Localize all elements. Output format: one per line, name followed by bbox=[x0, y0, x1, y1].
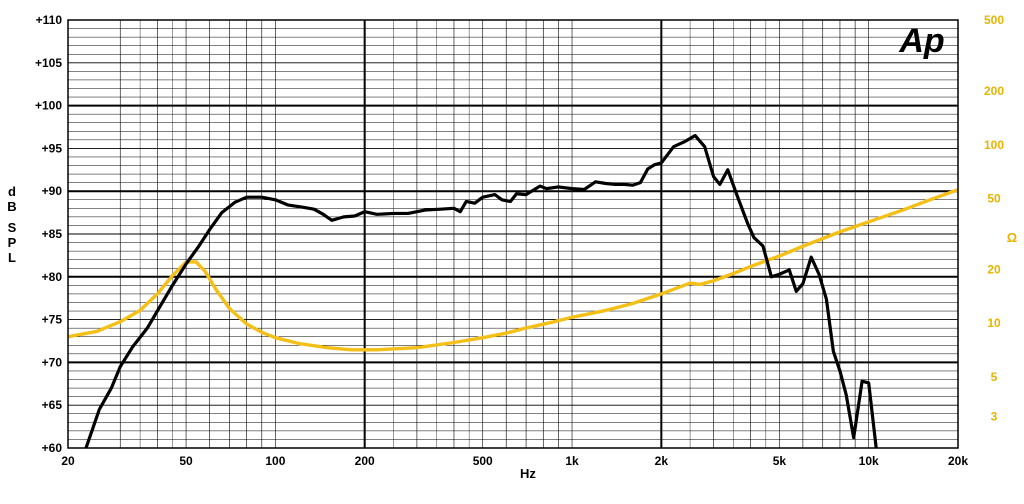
ap-logo: Ap bbox=[898, 22, 944, 60]
x-tick-label: 500 bbox=[473, 454, 493, 468]
y-left-tick-label: +80 bbox=[42, 270, 63, 284]
series-layer bbox=[68, 133, 958, 448]
y-right-tick-label: 10 bbox=[987, 316, 1001, 330]
y-right-tick-label: 5 bbox=[991, 370, 998, 384]
spl-response-line bbox=[84, 133, 878, 448]
y-left-axis-label-char: B bbox=[7, 199, 16, 214]
y-left-tick-label: +75 bbox=[42, 313, 63, 327]
x-tick-label: 10k bbox=[859, 454, 879, 468]
y-right-tick-label: 500 bbox=[984, 13, 1004, 27]
y-right-tick-label: 200 bbox=[984, 84, 1004, 98]
y-left-tick-label: +70 bbox=[42, 355, 63, 369]
y-left-axis-label-char: S bbox=[8, 220, 17, 235]
y-left-tick-label: +65 bbox=[42, 398, 63, 412]
y-right-tick-labels: 3 5 10 20 50 100 200 500 bbox=[984, 13, 1004, 424]
grid-major bbox=[68, 20, 958, 448]
x-tick-label: 1k bbox=[565, 454, 579, 468]
x-tick-label: 50 bbox=[179, 454, 193, 468]
y-left-tick-label: +105 bbox=[35, 56, 62, 70]
x-tick-labels: 20 50 100 200 500 1k 2k 5k 10k 20k bbox=[61, 454, 968, 468]
y-left-tick-label: +60 bbox=[42, 441, 63, 455]
y-left-axis-label-char: d bbox=[8, 184, 16, 199]
x-tick-label: 200 bbox=[355, 454, 375, 468]
x-tick-label: 20 bbox=[61, 454, 75, 468]
plot-frame bbox=[67, 19, 959, 449]
x-tick-label: 2k bbox=[655, 454, 669, 468]
y-left-axis-label-char: P bbox=[8, 235, 17, 250]
x-tick-label: 100 bbox=[265, 454, 285, 468]
y-left-tick-labels: +60 +65 +70 +75 +80 +85 +90 +95 +100 +105 +110 bbox=[35, 13, 62, 455]
y-left-tick-label: +95 bbox=[42, 141, 63, 155]
y-right-tick-label: 3 bbox=[991, 410, 998, 424]
y-left-tick-label: +100 bbox=[35, 99, 62, 113]
y-left-tick-label: +85 bbox=[42, 227, 63, 241]
y-left-tick-label: +110 bbox=[36, 13, 63, 27]
y-right-axis-label: Ω bbox=[1007, 230, 1017, 245]
x-tick-label: 5k bbox=[773, 454, 787, 468]
y-right-tick-label: 100 bbox=[984, 138, 1004, 152]
y-left-tick-label: +90 bbox=[42, 184, 63, 198]
impedance-line bbox=[68, 187, 958, 352]
y-right-tick-label: 20 bbox=[987, 263, 1001, 277]
y-right-tick-label: 50 bbox=[987, 191, 1001, 205]
x-tick-label: 20k bbox=[948, 454, 968, 468]
y-left-axis-label-char: L bbox=[8, 250, 16, 265]
x-axis-label: Hz bbox=[520, 466, 536, 481]
